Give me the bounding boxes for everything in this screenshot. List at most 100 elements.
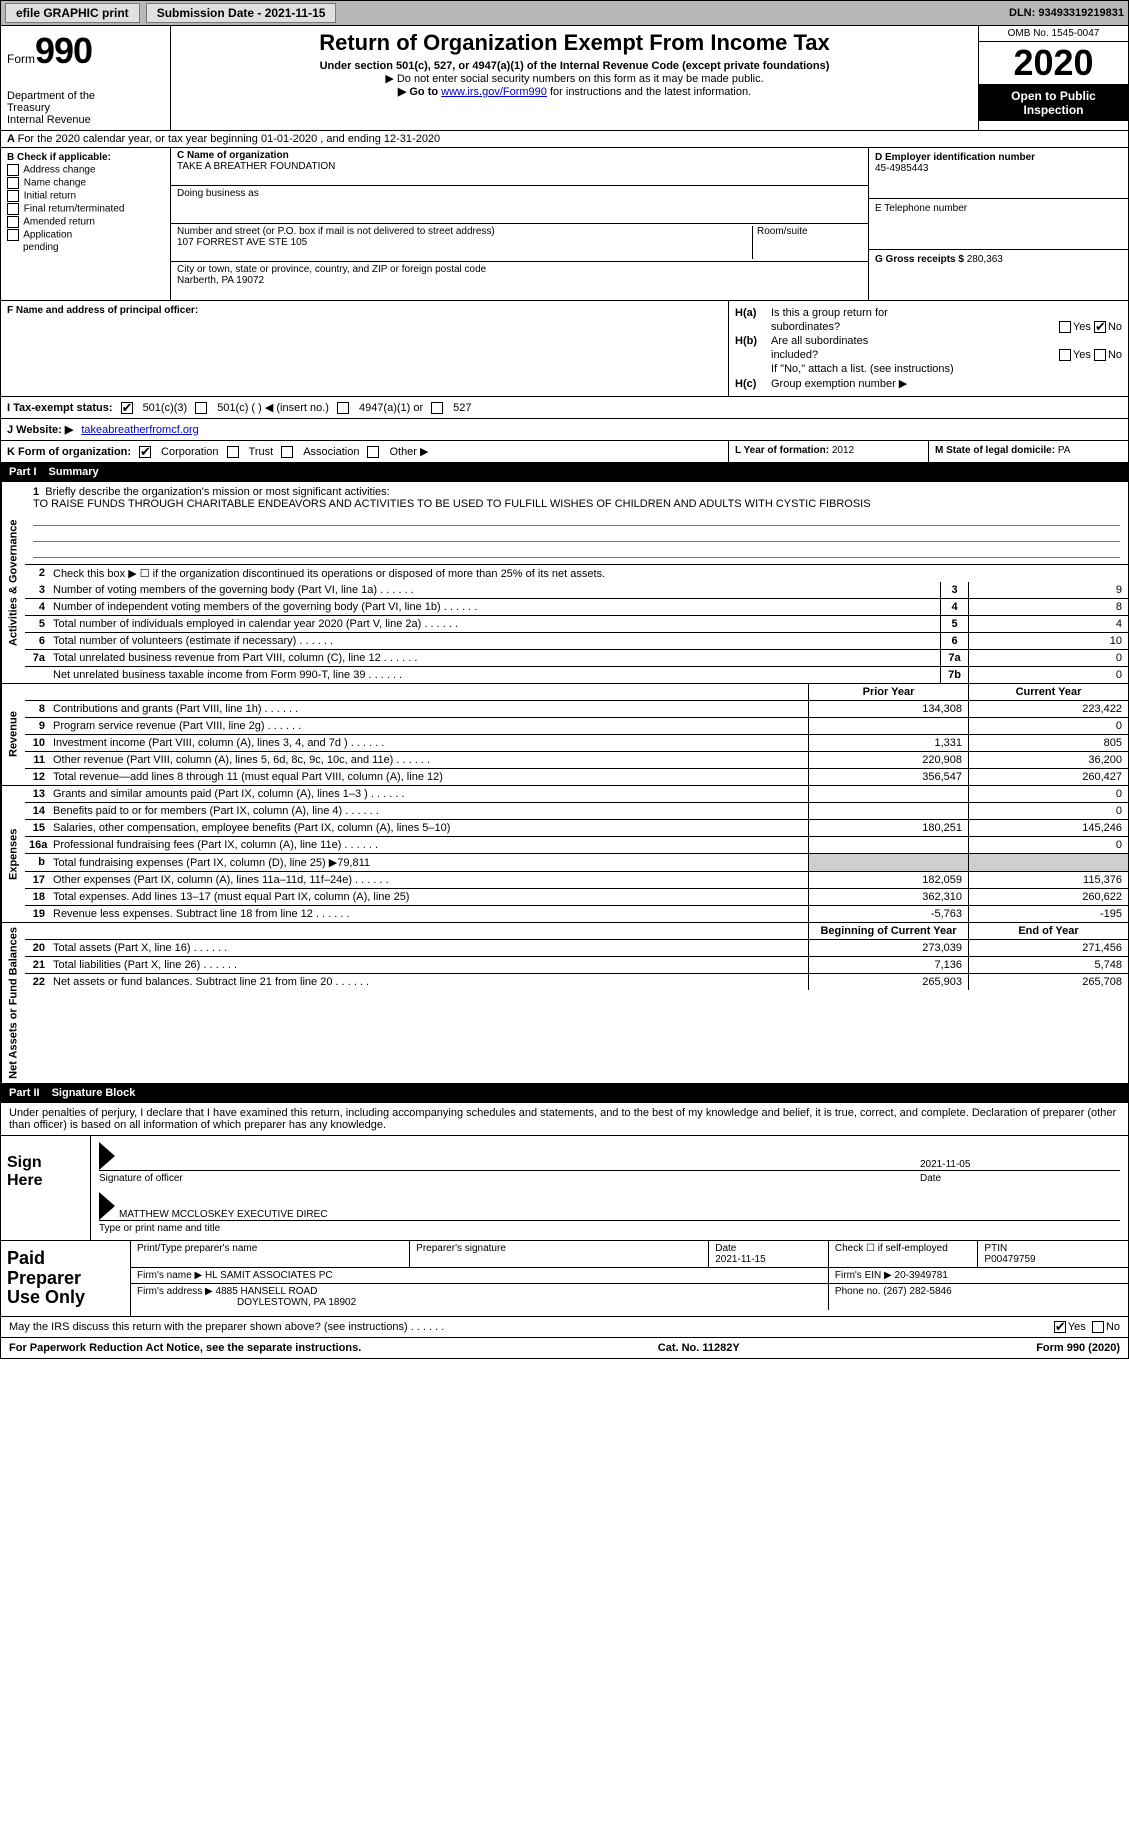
l17-py: 182,059 xyxy=(808,872,968,888)
line-7b-desc: Net unrelated business taxable income fr… xyxy=(49,667,940,683)
name-arrow-icon xyxy=(99,1192,115,1220)
dba-label: Doing business as xyxy=(177,188,862,199)
line-7a-desc: Total unrelated business revenue from Pa… xyxy=(49,650,940,666)
checkbox-discuss-no[interactable] xyxy=(1092,1321,1104,1333)
l20-boy: 273,039 xyxy=(808,940,968,956)
line-5-desc: Total number of individuals employed in … xyxy=(49,616,940,632)
inspection-badge: Open to Public Inspection xyxy=(979,85,1128,121)
l16b-py-grey xyxy=(808,854,968,871)
irs-link[interactable]: www.irs.gov/Form990 xyxy=(441,86,547,98)
org-name: TAKE A BREATHER FOUNDATION xyxy=(177,161,862,172)
l12-cy: 260,427 xyxy=(968,769,1128,785)
firm-ein: 20-3949781 xyxy=(895,1270,948,1281)
phone-label: E Telephone number xyxy=(875,203,1122,214)
form-number: 990 xyxy=(35,30,92,72)
gross-receipts-label: G Gross receipts $ xyxy=(875,254,964,265)
l12-py: 356,547 xyxy=(808,769,968,785)
org-info: C Name of organization TAKE A BREATHER F… xyxy=(171,148,868,300)
form-header: Form 990 Department of the Treasury Inte… xyxy=(0,26,1129,131)
l22-eoy: 265,708 xyxy=(968,974,1128,990)
dept-line2: Treasury xyxy=(7,102,164,114)
l10-cy: 805 xyxy=(968,735,1128,751)
checkbox-hb-yes[interactable] xyxy=(1059,349,1071,361)
checkbox-trust[interactable] xyxy=(227,446,239,458)
checkbox-4947[interactable] xyxy=(337,402,349,414)
checkbox-address-change[interactable] xyxy=(7,164,19,176)
mission-block: 1 Briefly describe the organization's mi… xyxy=(25,482,1128,565)
org-name-label: C Name of organization xyxy=(177,150,862,161)
l14-cy: 0 xyxy=(968,803,1128,819)
l13-py xyxy=(808,786,968,802)
l16a-py xyxy=(808,837,968,853)
org-form-row: K Form of organization: Corporation Trus… xyxy=(0,441,1129,463)
l15-py: 180,251 xyxy=(808,820,968,836)
dln-label: DLN: 93493319219831 xyxy=(1009,7,1124,19)
checkbox-ha-yes[interactable] xyxy=(1059,321,1071,333)
l8-cy: 223,422 xyxy=(968,701,1128,717)
expenses-section: Expenses 13Grants and similar amounts pa… xyxy=(0,786,1129,923)
preparer-date: 2021-11-15 xyxy=(715,1254,822,1265)
firm-name: HL SAMIT ASSOCIATES PC xyxy=(205,1270,333,1281)
checkbox-501c3[interactable] xyxy=(121,402,133,414)
website-link[interactable]: takeabreatherfromcf.org xyxy=(81,424,198,436)
l9-py xyxy=(808,718,968,734)
vtab-revenue: Revenue xyxy=(1,684,25,785)
checkbox-application-pending[interactable] xyxy=(7,229,19,241)
firm-address-2: DOYLESTOWN, PA 18902 xyxy=(137,1297,822,1308)
l11-py: 220,908 xyxy=(808,752,968,768)
dept-line3: Internal Revenue xyxy=(7,114,164,126)
tax-period: A For the 2020 calendar year, or tax yea… xyxy=(0,131,1129,148)
l21-boy: 7,136 xyxy=(808,957,968,973)
catalog-number: Cat. No. 11282Y xyxy=(658,1342,740,1354)
checkbox-final-return[interactable] xyxy=(7,203,19,215)
l8-py: 134,308 xyxy=(808,701,968,717)
tax-exempt-status-row: I Tax-exempt status: 501(c)(3) 501(c) ( … xyxy=(0,397,1129,419)
current-year-header: Current Year xyxy=(968,684,1128,700)
checkbox-discuss-yes[interactable] xyxy=(1054,1321,1066,1333)
paperwork-notice: For Paperwork Reduction Act Notice, see … xyxy=(9,1342,361,1354)
l22-boy: 265,903 xyxy=(808,974,968,990)
checkbox-527[interactable] xyxy=(431,402,443,414)
checkbox-other[interactable] xyxy=(367,446,379,458)
line-7a-value: 0 xyxy=(968,650,1128,666)
checkbox-hb-no[interactable] xyxy=(1094,349,1106,361)
signature-intro: Under penalties of perjury, I declare th… xyxy=(0,1103,1129,1136)
form-footer-label: Form 990 (2020) xyxy=(1036,1342,1120,1354)
beginning-year-header: Beginning of Current Year xyxy=(808,923,968,939)
room-suite-label: Room/suite xyxy=(752,226,862,259)
form-note-link: ▶ Go to www.irs.gov/Form990 for instruct… xyxy=(179,85,970,98)
checkbox-name-change[interactable] xyxy=(7,177,19,189)
l10-py: 1,331 xyxy=(808,735,968,751)
paid-preparer-block: Paid Preparer Use Only Print/Type prepar… xyxy=(0,1241,1129,1317)
firm-address-1: 4885 HANSELL ROAD xyxy=(216,1286,318,1297)
city-value: Narberth, PA 19072 xyxy=(177,275,862,286)
submission-date-button[interactable]: Submission Date - 2021-11-15 xyxy=(146,3,337,23)
dept-line1: Department of the xyxy=(7,90,164,102)
checkbox-association[interactable] xyxy=(281,446,293,458)
vtab-governance: Activities & Governance xyxy=(1,482,25,683)
checkbox-501c[interactable] xyxy=(195,402,207,414)
checkbox-ha-no[interactable] xyxy=(1094,321,1106,333)
l15-cy: 145,246 xyxy=(968,820,1128,836)
part-ii-header: Part II Signature Block xyxy=(0,1084,1129,1103)
checkbox-amended-return[interactable] xyxy=(7,216,19,228)
efile-button[interactable]: efile GRAPHIC print xyxy=(5,3,140,23)
officer-name: MATTHEW MCCLOSKEY EXECUTIVE DIREC xyxy=(119,1209,1120,1220)
line-6-desc: Total number of volunteers (estimate if … xyxy=(49,633,940,649)
line-3-value: 9 xyxy=(968,582,1128,598)
line-4-desc: Number of independent voting members of … xyxy=(49,599,940,615)
l13-cy: 0 xyxy=(968,786,1128,802)
l19-cy: -195 xyxy=(968,906,1128,922)
checkbox-corporation[interactable] xyxy=(139,446,151,458)
checkbox-initial-return[interactable] xyxy=(7,190,19,202)
identification-block: B Check if applicable: Address change Na… xyxy=(0,148,1129,301)
footer-row: For Paperwork Reduction Act Notice, see … xyxy=(0,1338,1129,1359)
firm-phone: (267) 282-5846 xyxy=(883,1286,951,1297)
form-subtitle: Under section 501(c), 527, or 4947(a)(1)… xyxy=(179,60,970,72)
signature-arrow-icon xyxy=(99,1142,115,1170)
mission-text: TO RAISE FUNDS THROUGH CHARITABLE ENDEAV… xyxy=(33,498,1120,510)
sign-here-block: Sign Here 2021-11-05 Signature of office… xyxy=(0,1136,1129,1241)
preparer-signature-label: Preparer's signature xyxy=(410,1241,709,1267)
part-i-header: Part I Summary xyxy=(0,463,1129,482)
line-7b-value: 0 xyxy=(968,667,1128,683)
